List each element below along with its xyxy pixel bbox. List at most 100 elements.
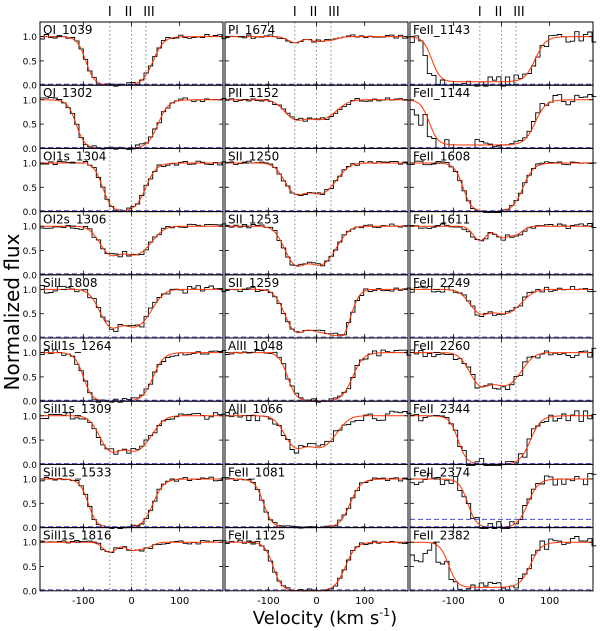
- panel-alii-1048: AlII_1048: [224, 337, 412, 403]
- y-tick-label: 0.0: [23, 208, 38, 218]
- data-series-OI1s_1304: [40, 160, 227, 212]
- component-label: III: [143, 5, 155, 20]
- model-series-AlII_1066: [225, 415, 408, 450]
- component-label: III: [328, 5, 340, 20]
- y-tick-label: 0.0: [23, 335, 38, 345]
- data-series-FeII_2374: [410, 472, 597, 530]
- x-tick-label: 0: [313, 596, 319, 607]
- model-series-FeII_1608: [410, 162, 593, 212]
- panel-label: SII_1250: [228, 149, 279, 163]
- panel-label: FeII_1611: [413, 213, 470, 227]
- panel-siii-1808: 0.0 0.5 1.0 SiII_1808: [23, 274, 227, 345]
- y-tick-label: 1.0: [23, 159, 38, 169]
- panel-pi-1674: PI_1674: [224, 21, 412, 86]
- component-label: II: [495, 5, 503, 20]
- component-label: I: [293, 5, 297, 20]
- data-series-PI_1674: [225, 34, 412, 44]
- panel-oi-1039: 0.0 0.5 1.0 OI_1039: [23, 21, 227, 92]
- x-tick-label: 100: [355, 596, 374, 607]
- panel-label: OI1s_1304: [43, 149, 106, 163]
- panel-sii-1250: SII_1250: [224, 147, 412, 213]
- y-tick-label: 0.5: [23, 500, 37, 510]
- panel-feii-2260: FeII_2260: [409, 337, 597, 402]
- model-series-SII_1250: [225, 162, 408, 196]
- y-tick-label: 1.0: [23, 96, 38, 106]
- panel-label: SII_1253: [228, 213, 279, 227]
- x-tick-label: -100: [257, 596, 280, 607]
- panel-label: OI_1302: [43, 86, 93, 100]
- panel-feii-1143: FeII_1143: [409, 21, 597, 87]
- y-tick-label: 0.0: [23, 461, 38, 471]
- panel-label: AlII_1066: [228, 402, 283, 416]
- model-series-SiII1s_1533: [40, 478, 223, 528]
- panel-label: SII_1259: [228, 276, 279, 290]
- y-tick-label: 0.0: [23, 587, 38, 597]
- panel-feii-2344: FeII_2344: [409, 400, 597, 466]
- y-tick-label: 1.0: [23, 539, 38, 549]
- panel-label: SiII_1808: [43, 276, 98, 290]
- panel-feii-1144: FeII_1144: [409, 84, 597, 149]
- data-series-FeII_1081: [225, 477, 412, 529]
- component-label: I: [478, 5, 482, 20]
- panel-label: FeII_1608: [413, 149, 470, 163]
- model-series-FeII_2249: [410, 288, 593, 315]
- component-label: II: [310, 5, 318, 20]
- y-tick-label: 0.5: [23, 184, 37, 194]
- model-series-FeII_2374: [410, 478, 593, 528]
- model-series-SII_1259: [225, 288, 408, 337]
- panel-oi1s-1304: 0.0 0.5 1.0 OI1s_1304: [23, 147, 227, 218]
- component-label: I: [108, 5, 112, 20]
- panel-feii-1611: FeII_1611: [409, 211, 597, 276]
- y-tick-label: 0.5: [23, 310, 37, 320]
- model-series-SiII1s_1264: [40, 352, 223, 402]
- panel-label: FeII_2260: [413, 339, 470, 353]
- data-series-SII_1253: [225, 223, 412, 267]
- data-series-SII_1250: [225, 160, 412, 196]
- panel-label: FeII_1081: [228, 465, 285, 479]
- panel-oi2s-1306: 0.0 0.5 1.0 OI2s_1306: [23, 211, 227, 281]
- panel-label: PII_1152: [228, 86, 279, 100]
- y-tick-label: 1.0: [23, 286, 38, 296]
- data-series-OI2s_1306: [40, 223, 227, 258]
- panel-siii1s-1309: 0.0 0.5 1.0 SiII1s_1309: [23, 400, 227, 471]
- data-series-FeII_2382: [410, 536, 597, 592]
- x-tick-label: 100: [170, 596, 189, 607]
- model-series-OI_1039: [40, 36, 223, 86]
- data-series-SII_1259: [225, 287, 412, 336]
- y-tick-label: 0.0: [23, 82, 38, 92]
- y-tick-label: 1.0: [23, 349, 38, 359]
- panel-label: SiII1s_1309: [43, 402, 111, 416]
- panel-label: AlII_1048: [228, 339, 283, 353]
- model-series-OI1s_1304: [40, 162, 223, 211]
- y-tick-label: 0.5: [23, 437, 37, 447]
- component-label: III: [513, 5, 525, 20]
- x-tick-label: 100: [540, 596, 559, 607]
- y-axis-label: Normalized flux: [0, 233, 24, 390]
- y-tick-label: 0.0: [23, 271, 38, 281]
- y-tick-label: 1.0: [23, 475, 38, 485]
- data-series-SiII1s_1264: [40, 349, 227, 403]
- x-axis-label: Velocity (km s-1): [253, 606, 397, 629]
- y-tick-label: 1.0: [23, 223, 38, 233]
- panel-oi-1302: 0.0 0.5 1.0 OI_1302: [23, 84, 227, 155]
- panel-label: OI2s_1306: [43, 213, 106, 227]
- y-tick-label: 0.5: [23, 121, 37, 131]
- panel-label: SiII1s_1533: [43, 465, 111, 479]
- data-series-OI_1302: [40, 97, 227, 150]
- data-series-SiII_1808: [40, 285, 227, 332]
- y-tick-label: 0.0: [23, 145, 38, 155]
- panel-siii1s-1816: 0.0 0.5 1.0 -100 0 100 SiII1s_1816: [23, 527, 227, 607]
- panel-sii-1259: SII_1259: [224, 274, 412, 339]
- data-series-PII_1152: [225, 97, 412, 122]
- data-series-FeII_1125: [225, 539, 412, 592]
- y-tick-label: 1.0: [23, 412, 38, 422]
- model-series-SiII1s_1309: [40, 415, 223, 453]
- panel-label: FeII_1125: [228, 529, 285, 543]
- data-series-FeII_2260: [410, 347, 597, 391]
- model-series-OI2s_1306: [40, 225, 223, 257]
- panel-label: PI_1674: [228, 23, 275, 37]
- panel-label: FeII_2374: [413, 465, 470, 479]
- y-tick-label: 0.5: [23, 373, 37, 383]
- x-tick-label: -100: [442, 596, 465, 607]
